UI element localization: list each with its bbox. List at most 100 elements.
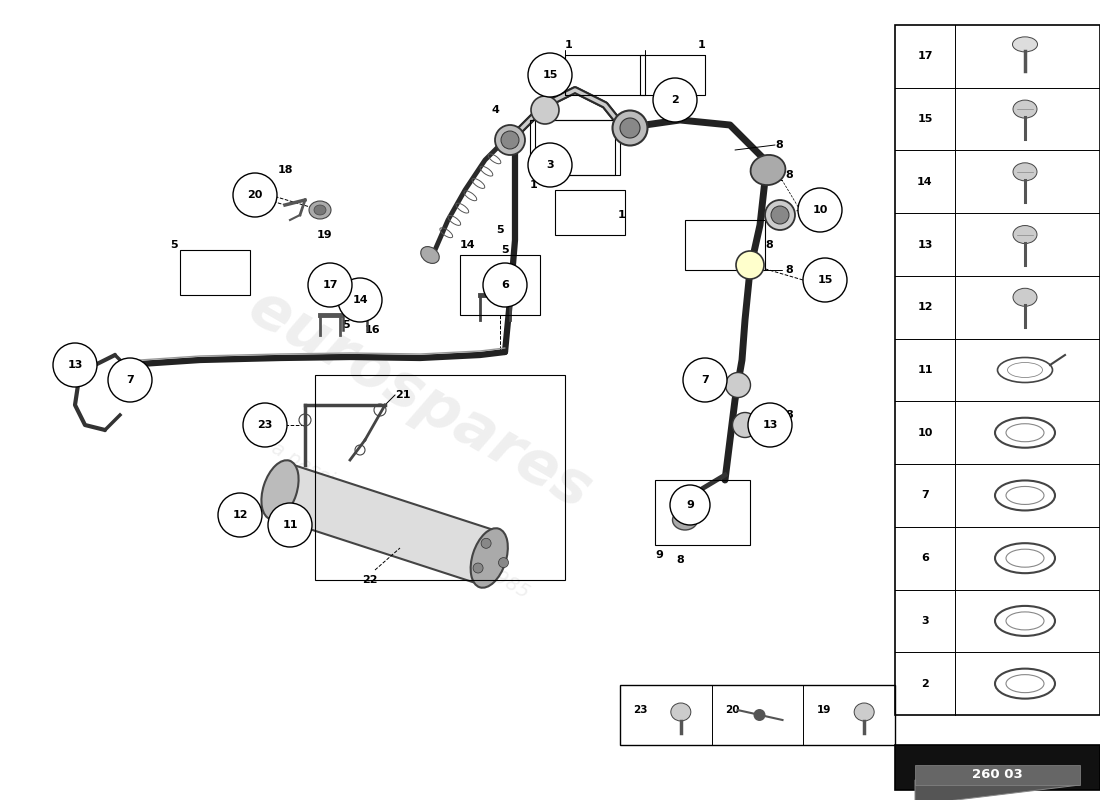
Circle shape bbox=[528, 143, 572, 187]
Bar bbox=[915, 765, 1080, 785]
Text: 1: 1 bbox=[565, 40, 573, 50]
Text: 23: 23 bbox=[257, 420, 273, 430]
Circle shape bbox=[754, 709, 766, 721]
Ellipse shape bbox=[671, 703, 691, 721]
Ellipse shape bbox=[750, 155, 785, 185]
Text: 11: 11 bbox=[917, 365, 933, 375]
Text: 20: 20 bbox=[248, 190, 263, 200]
Ellipse shape bbox=[262, 460, 298, 520]
Ellipse shape bbox=[1013, 288, 1037, 306]
Circle shape bbox=[748, 403, 792, 447]
Ellipse shape bbox=[531, 96, 559, 124]
Bar bbox=[895, 25, 1100, 715]
Ellipse shape bbox=[500, 131, 519, 149]
Text: 1: 1 bbox=[530, 180, 538, 190]
Text: 16: 16 bbox=[365, 325, 381, 335]
Text: 6: 6 bbox=[502, 280, 509, 290]
Text: 8: 8 bbox=[785, 410, 793, 420]
Ellipse shape bbox=[314, 205, 326, 215]
Text: 12: 12 bbox=[917, 302, 933, 312]
Ellipse shape bbox=[1012, 37, 1037, 52]
Polygon shape bbox=[915, 780, 1080, 800]
Circle shape bbox=[498, 558, 508, 568]
Bar bbox=[640, 55, 705, 95]
Text: 19: 19 bbox=[817, 705, 832, 715]
Text: 260 03: 260 03 bbox=[972, 769, 1023, 782]
Circle shape bbox=[483, 263, 527, 307]
Text: eurospares: eurospares bbox=[238, 278, 602, 522]
Text: 21: 21 bbox=[395, 390, 410, 400]
Text: 6: 6 bbox=[921, 553, 928, 563]
Text: 7: 7 bbox=[126, 375, 134, 385]
Bar bbox=[530, 120, 615, 175]
Bar bbox=[654, 480, 750, 545]
Circle shape bbox=[481, 538, 491, 548]
Text: 7: 7 bbox=[701, 375, 708, 385]
Text: 9: 9 bbox=[686, 500, 694, 510]
Text: 10: 10 bbox=[917, 428, 933, 438]
Text: 3: 3 bbox=[921, 616, 928, 626]
Bar bbox=[460, 255, 540, 315]
Text: 22: 22 bbox=[362, 575, 377, 585]
Circle shape bbox=[308, 263, 352, 307]
Text: 19: 19 bbox=[317, 230, 333, 240]
Text: 17: 17 bbox=[322, 280, 338, 290]
Text: 5: 5 bbox=[496, 225, 504, 235]
Circle shape bbox=[473, 563, 483, 573]
Ellipse shape bbox=[764, 200, 795, 230]
Circle shape bbox=[233, 173, 277, 217]
Bar bbox=[565, 55, 645, 95]
Ellipse shape bbox=[485, 282, 505, 298]
Text: 8: 8 bbox=[785, 170, 793, 180]
Text: 9: 9 bbox=[654, 550, 663, 560]
Circle shape bbox=[528, 53, 572, 97]
Ellipse shape bbox=[672, 510, 697, 530]
Ellipse shape bbox=[733, 413, 758, 438]
Ellipse shape bbox=[495, 125, 525, 155]
Text: a passion for parts since 1985: a passion for parts since 1985 bbox=[267, 438, 532, 602]
Circle shape bbox=[338, 278, 382, 322]
Ellipse shape bbox=[855, 703, 875, 721]
Circle shape bbox=[653, 78, 697, 122]
Text: 14: 14 bbox=[460, 240, 475, 250]
Text: 14: 14 bbox=[352, 295, 367, 305]
Text: 2: 2 bbox=[921, 678, 928, 689]
Bar bbox=[315, 375, 565, 580]
Text: 20: 20 bbox=[725, 705, 739, 715]
Circle shape bbox=[670, 485, 710, 525]
Ellipse shape bbox=[620, 118, 640, 138]
Ellipse shape bbox=[309, 201, 331, 219]
Circle shape bbox=[798, 188, 842, 232]
Text: 2: 2 bbox=[671, 95, 679, 105]
Text: 12: 12 bbox=[232, 510, 248, 520]
Text: 5: 5 bbox=[502, 245, 509, 255]
Bar bbox=[180, 250, 250, 295]
Text: 15: 15 bbox=[817, 275, 833, 285]
Circle shape bbox=[683, 358, 727, 402]
Bar bbox=[535, 120, 620, 175]
Text: 23: 23 bbox=[634, 705, 648, 715]
Text: 13: 13 bbox=[917, 239, 933, 250]
Text: 15: 15 bbox=[542, 70, 558, 80]
Text: 17: 17 bbox=[917, 51, 933, 62]
Text: 10: 10 bbox=[812, 205, 827, 215]
Text: 13: 13 bbox=[762, 420, 778, 430]
Text: 5: 5 bbox=[170, 240, 178, 250]
Text: 1: 1 bbox=[535, 105, 542, 115]
Text: 11: 11 bbox=[283, 520, 298, 530]
Ellipse shape bbox=[1013, 163, 1037, 181]
Circle shape bbox=[803, 258, 847, 302]
Text: 18: 18 bbox=[277, 165, 293, 175]
Circle shape bbox=[53, 343, 97, 387]
Text: 8: 8 bbox=[676, 555, 684, 565]
Text: 3: 3 bbox=[547, 160, 553, 170]
Text: 5: 5 bbox=[342, 320, 350, 330]
Circle shape bbox=[108, 358, 152, 402]
Circle shape bbox=[243, 403, 287, 447]
Text: 7: 7 bbox=[921, 490, 928, 501]
Text: 8: 8 bbox=[785, 265, 793, 275]
Text: 4: 4 bbox=[491, 105, 499, 115]
Text: 8: 8 bbox=[776, 140, 783, 150]
Ellipse shape bbox=[1013, 226, 1037, 243]
Ellipse shape bbox=[613, 110, 648, 146]
